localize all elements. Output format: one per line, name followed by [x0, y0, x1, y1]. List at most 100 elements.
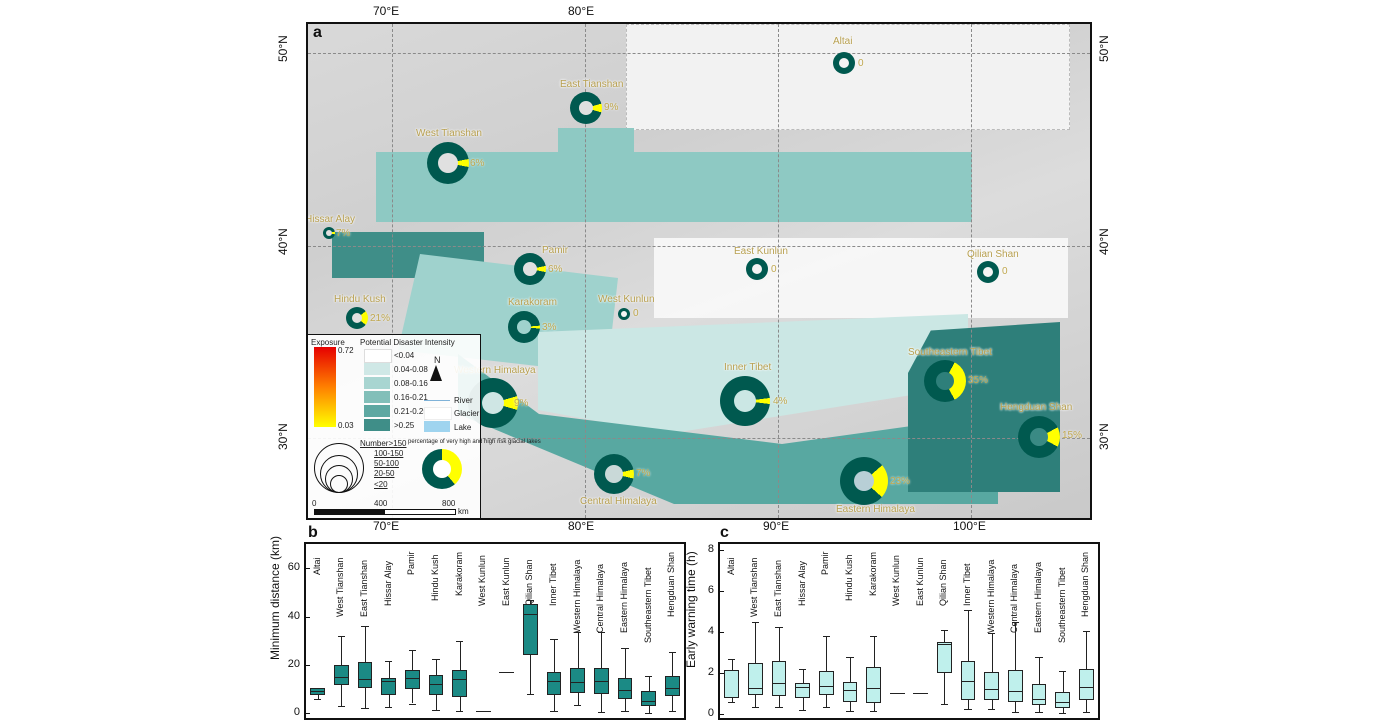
category-label: Hindu Kush: [843, 554, 854, 601]
whisker-cap: [455, 640, 464, 642]
y-tick: [306, 713, 310, 715]
intensity-class-3: 0.08-0.16: [394, 379, 428, 388]
intensity-swatch-5: [364, 405, 390, 417]
category-label: East Tianshan: [773, 559, 784, 617]
whisker-cap: [432, 709, 440, 711]
size-class-4: 20-50: [374, 469, 395, 478]
whisker-cap: [940, 629, 949, 631]
whisker-cap: [1011, 621, 1019, 623]
whisker: [1038, 656, 1040, 712]
y-tick-label: 0: [293, 706, 300, 719]
intensity-swatch-1: [364, 349, 392, 363]
whisker-cap: [526, 693, 535, 695]
y-tick: [720, 713, 724, 715]
label-west-tianshan: West Tianshan: [416, 128, 482, 139]
box: [724, 669, 740, 698]
category-label: Altai: [725, 556, 736, 575]
whisker-cap: [728, 701, 736, 703]
median-line: [617, 690, 633, 692]
median-line: [546, 680, 562, 682]
intensity-class-2: 0.04-0.08: [394, 365, 428, 374]
category-label: Hissar Alay: [382, 561, 393, 607]
whisker-cap: [869, 710, 878, 712]
whisker-cap: [988, 708, 996, 710]
category-label: West Tianshan: [749, 557, 760, 617]
pct-pamir: 6%: [548, 264, 563, 275]
box: [546, 672, 562, 696]
lon-tick-80-bottom: 80°E: [568, 519, 595, 533]
donut-pamir: [514, 253, 546, 285]
whisker-cap: [550, 710, 558, 712]
b-y-axis-label: Minimum distance (km): [268, 535, 282, 660]
pct-hindu-kush: 21%: [370, 313, 391, 324]
box: [795, 683, 810, 698]
whisker-cap: [644, 675, 653, 677]
label-southeastern-tibet: Southeastern Tibet: [908, 347, 992, 358]
box: [617, 678, 633, 699]
donut-west-kunlun: [618, 308, 630, 320]
label-karakoram: Karakoram: [508, 297, 557, 308]
whisker-cap: [846, 656, 854, 658]
category-label: East Kunlun: [914, 557, 925, 607]
box: [1078, 668, 1094, 700]
gridline-40n: [308, 246, 1090, 247]
pct-west-tianshan: 6%: [470, 158, 485, 169]
scale-unit: km: [458, 507, 469, 516]
median-line: [334, 676, 349, 678]
category-label: Pamir: [820, 550, 831, 575]
median-line: [748, 688, 763, 690]
category-label: West Kunlun: [891, 555, 902, 607]
intensity-swatch-4: [364, 391, 390, 403]
whisker: [1015, 621, 1017, 712]
y-tick: [720, 591, 724, 593]
whisker-cap: [432, 658, 440, 660]
y-tick: [720, 550, 724, 552]
median-line: [866, 688, 881, 690]
y-tick-label: 2: [707, 665, 714, 678]
whisker-cap: [799, 709, 807, 711]
intensity-swatch-2: [364, 363, 390, 375]
map-panel: a Altai 0 East Tianshan 9% West Tianshan…: [306, 22, 1092, 520]
label-central-himalaya: Central Himalaya: [580, 496, 657, 507]
pct-altai: 0: [858, 58, 864, 69]
pct-qilian-shan: 0: [1002, 266, 1008, 277]
box: [664, 675, 680, 697]
scale-400: 400: [374, 499, 388, 508]
category-label: Hengduan Shan: [666, 551, 677, 617]
category-label: Karakoram: [453, 551, 464, 596]
whisker-cap: [644, 713, 653, 715]
whisker-cap: [526, 599, 535, 601]
label-qilian-shan: Qilian Shan: [967, 249, 1019, 260]
intensity-class-6: >0.25: [394, 421, 415, 430]
lat-tick-30-left: 30°N: [276, 423, 290, 450]
whisker-cap: [1035, 656, 1043, 658]
river-line-icon: [424, 400, 450, 401]
size-class-2: 100-150: [374, 449, 404, 458]
whisker: [968, 609, 970, 709]
scale-bar: [314, 509, 456, 515]
category-label: Karakoram: [867, 551, 878, 596]
whisker-cap: [940, 703, 949, 705]
whisker-cap: [1082, 631, 1090, 632]
median-line: [724, 696, 740, 698]
y-tick-label: 4: [707, 625, 714, 638]
whisker-cap: [988, 633, 996, 635]
box: [866, 666, 881, 703]
label-eastern-himalaya: Eastern Himalaya: [836, 504, 915, 515]
whisker-cap: [408, 650, 416, 652]
category-label: Eastern Himalaya: [1032, 561, 1043, 633]
donut-east-tianshan: [570, 92, 602, 124]
whisker-cap: [668, 651, 676, 653]
category-label: Hissar Alay: [796, 561, 807, 607]
whisker-cap: [314, 698, 322, 700]
median-line: [641, 701, 656, 703]
lat-tick-40-left: 40°N: [276, 228, 290, 255]
intensity-swatch-3: [364, 377, 390, 389]
whisker-cap: [550, 639, 558, 641]
whisker-cap: [728, 658, 736, 660]
region-northeast-white: [626, 24, 1070, 130]
box: [452, 669, 467, 698]
median-line: [771, 683, 787, 685]
gridline-70e: [392, 24, 393, 518]
whisker-cap: [385, 707, 393, 709]
